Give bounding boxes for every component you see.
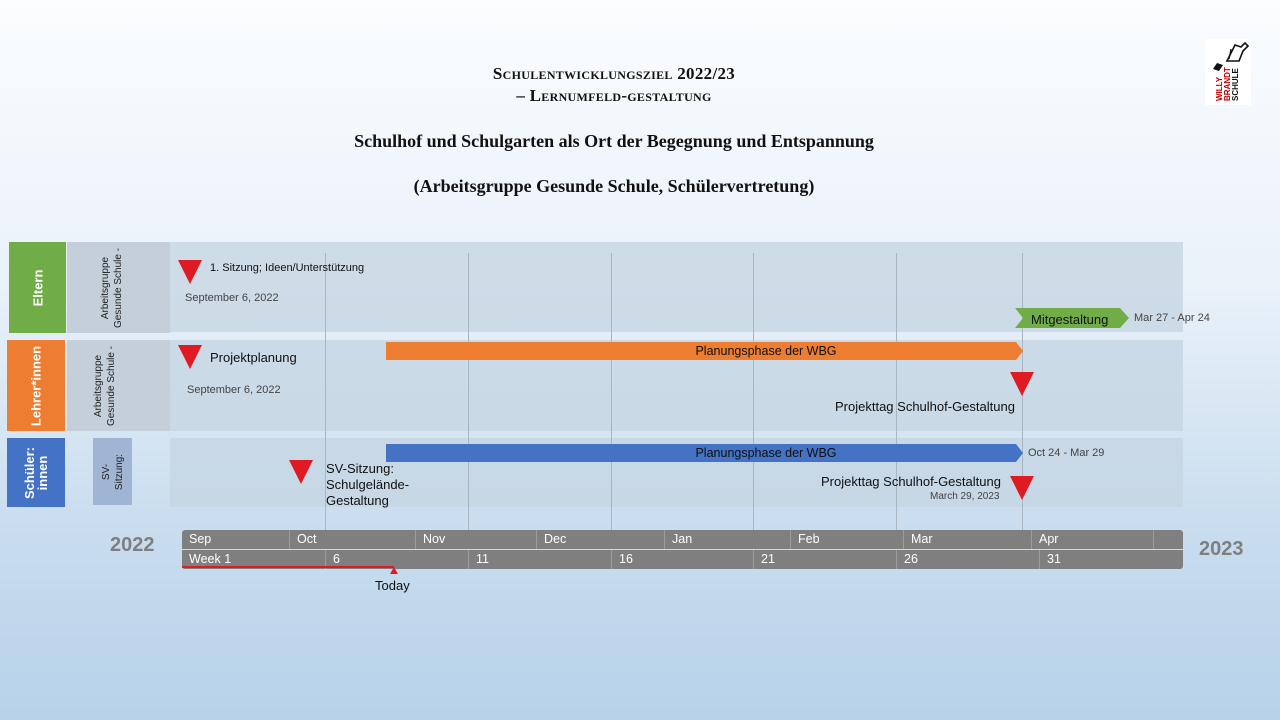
svg-text:SCHULE: SCHULE (1231, 67, 1240, 101)
milestone-marker[interactable] (289, 460, 313, 484)
mitgestaltung-label: Mitgestaltung (1031, 312, 1109, 327)
pen-hand-icon: WILLY BRANDT SCHULE (1213, 41, 1250, 101)
sub-label-line: Gesunde Schule - (106, 345, 117, 426)
sub-label-line: Arbeitsgruppe (93, 354, 104, 417)
milestone-label: Projektplanung (210, 350, 297, 365)
mitgestaltung-dates: Mar 27 - Apr 24 (1134, 312, 1210, 324)
milestone-marker[interactable] (1010, 372, 1034, 396)
row-band-eltern (170, 242, 1183, 332)
sub-label-schueler: SV- Sitzung: (93, 438, 132, 505)
sub-label-line: Arbeitsgruppe (100, 256, 111, 319)
month-tick (1153, 530, 1161, 549)
milestone-label-line: SV-Sitzung: (326, 461, 394, 476)
schueler-planung-bar[interactable] (386, 444, 1026, 462)
grid-line (611, 253, 612, 530)
row-label-text: Lehrer*innen (28, 345, 44, 426)
start-year: 2022 (110, 534, 155, 556)
sub-label-text: SV- Sitzung: (100, 453, 126, 489)
week-tick: 31 (1039, 550, 1061, 569)
row-label-schueler: Schüler: innen (7, 438, 65, 507)
end-year: 2023 (1199, 538, 1244, 560)
week-tick: 21 (753, 550, 775, 569)
grid-line (325, 253, 326, 530)
row-label-text: Eltern (30, 269, 45, 306)
sub-label-lehrer: Arbeitsgruppe Gesunde Schule - (67, 340, 170, 431)
milestone-label-line: Schulgelände- (326, 477, 410, 492)
milestone-date: September 6, 2022 (185, 292, 279, 304)
milestone-label-line: Gestaltung (326, 493, 389, 508)
milestone-date: March 29, 2023 (930, 491, 1000, 502)
row-label-text: Schüler: innen (22, 446, 50, 498)
month-tick: Dec (536, 530, 566, 549)
sub-label-line: Gesunde Schule - (113, 247, 124, 328)
milestone-marker[interactable] (178, 260, 202, 284)
title-line-1: Schulentwicklungsziel 2022/23 (492, 64, 736, 83)
milestone-label: SV-Sitzung: Schulgelände- Gestaltung (326, 461, 409, 509)
row-label-lehrer: Lehrer*innen (7, 340, 65, 431)
week-tick: 16 (611, 550, 633, 569)
month-scale: Sep Oct Nov Dec Jan Feb Mar Apr (182, 530, 1183, 549)
row-label-line: innen (35, 455, 50, 490)
lehrer-planung-bar[interactable] (386, 342, 1026, 360)
month-tick: Oct (289, 530, 316, 549)
month-tick: Mar (903, 530, 933, 549)
title-line-3: Schulhof und Schulgarten als Ort der Beg… (354, 131, 874, 151)
row-label-eltern: Eltern (9, 242, 66, 333)
month-tick: Apr (1031, 530, 1058, 549)
week-scale: Week 1 6 11 16 21 26 31 (182, 550, 1183, 569)
month-tick: Feb (790, 530, 820, 549)
grid-line (896, 253, 897, 530)
milestone-date: September 6, 2022 (187, 384, 281, 396)
grid-line (753, 253, 754, 530)
milestone-marker[interactable] (1010, 476, 1034, 500)
svg-text:BRANDT: BRANDT (1223, 67, 1232, 101)
week-tick: 11 (468, 550, 489, 569)
today-progress-line (182, 566, 394, 568)
month-tick: Sep (189, 532, 212, 546)
milestone-label: Projekttag Schulhof-Gestaltung (835, 399, 1015, 414)
grid-line (468, 253, 469, 530)
sub-label-eltern: Arbeitsgruppe Gesunde Schule - (67, 242, 170, 333)
school-logo: WILLY BRANDT SCHULE (1205, 39, 1251, 105)
week-tick: 26 (896, 550, 918, 569)
month-tick: Jan (664, 530, 692, 549)
sub-label-text: Arbeitsgruppe Gesunde Schule - (99, 247, 125, 327)
schueler-planung-dates: Oct 24 - Mar 29 (1028, 447, 1105, 459)
week-tick: 6 (325, 550, 340, 569)
sub-label-line: SV- (100, 463, 112, 480)
schueler-planung-label: Planungsphase der WBG (695, 445, 837, 460)
milestone-marker[interactable] (178, 345, 202, 369)
title-line-4: (Arbeitsgruppe Gesunde Schule, Schülerve… (413, 176, 815, 196)
lehrer-planung-label: Planungsphase der WBG (695, 343, 837, 358)
svg-text:WILLY: WILLY (1215, 76, 1224, 101)
sub-label-line: Sitzung: (113, 453, 125, 490)
milestone-label: Projekttag Schulhof-Gestaltung (821, 474, 1001, 489)
milestone-label: 1. Sitzung; Ideen/Unterstützung (210, 262, 365, 274)
today-label: Today (375, 578, 410, 593)
week-tick: Week 1 (189, 552, 232, 566)
mitgestaltung-bar[interactable] (1015, 308, 1130, 328)
title-line-2: – Lernumfeld-gestaltung (516, 86, 712, 105)
sub-label-text: Arbeitsgruppe Gesunde Schule - (92, 345, 118, 425)
today-marker-icon (390, 567, 398, 574)
month-tick: Nov (415, 530, 445, 549)
